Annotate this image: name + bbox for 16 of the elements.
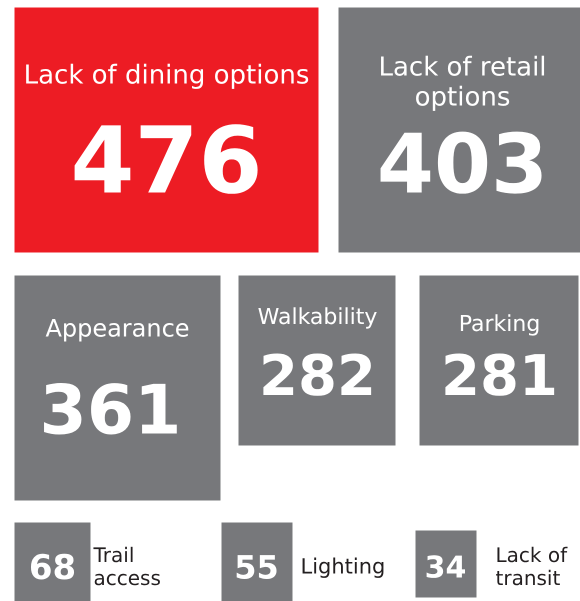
data-label: 282 [259,344,376,409]
category-label: Lighting [300,554,386,578]
data-label: 476 [70,108,263,214]
category-label: Appearance [45,314,190,342]
data-label: 361 [40,372,182,450]
data-label: 34 [424,550,466,586]
category-label: Lack of transit [496,543,568,590]
category-label: Walkability [258,305,378,330]
data-label: 403 [376,118,548,212]
category-label: Lack of dining options [24,60,310,90]
data-label: 68 [28,548,76,588]
category-label: Lack of retail options [378,52,547,112]
data-label: 281 [441,344,558,409]
data-label: 55 [234,548,279,586]
category-label: Parking [458,312,540,337]
category-label: Trail access [92,543,161,590]
